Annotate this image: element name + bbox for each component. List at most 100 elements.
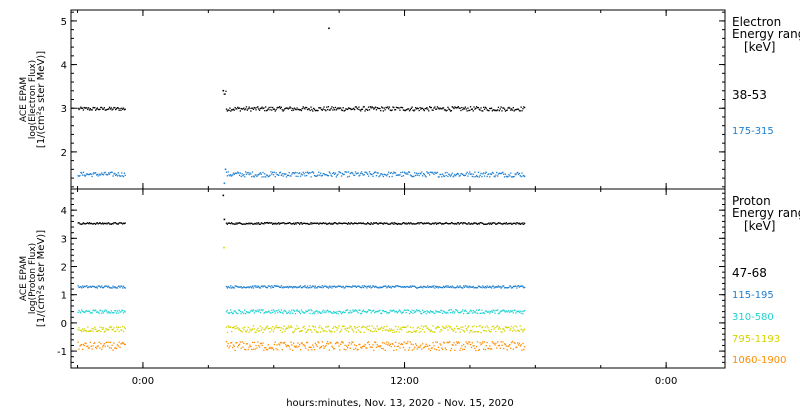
proton-point-1060-1900: [411, 349, 413, 351]
electron-point-175-315: [254, 174, 256, 176]
proton-point-795-1193: [453, 329, 455, 331]
electron-point-38-53: [118, 109, 120, 111]
proton-point-1060-1900: [483, 348, 485, 350]
proton-point-310-580: [225, 311, 228, 313]
electron-point-38-53: [353, 107, 355, 110]
proton-point-47-68: [361, 222, 364, 224]
electron-point-38-53: [116, 107, 119, 109]
proton-point-115-195: [255, 286, 257, 289]
proton-point-310-580: [326, 310, 328, 312]
electron-point-175-315: [347, 176, 349, 178]
proton-point-310-580: [522, 313, 524, 315]
proton-point-1060-1900: [247, 348, 249, 351]
electron-point-38-53: [483, 108, 486, 110]
proton-point-115-195: [359, 286, 361, 288]
proton-point-115-195: [253, 285, 255, 287]
electron-point-38-53: [498, 110, 500, 112]
proton-point-310-580: [306, 310, 309, 313]
proton-point-310-580: [497, 309, 499, 311]
electron-point-38-53: [265, 106, 267, 108]
proton-point-1060-1900: [510, 342, 513, 344]
electron-point-38-53: [100, 106, 102, 109]
electron-point-38-53: [503, 108, 506, 110]
proton-point-310-580: [290, 311, 292, 313]
proton-point-47-68: [333, 222, 335, 224]
proton-point-47-68: [271, 222, 273, 224]
electron-point-38-53: [446, 109, 448, 111]
proton-point-795-1193: [452, 330, 454, 332]
electron-point-175-315: [385, 174, 387, 176]
proton-point-115-195: [516, 287, 518, 289]
proton-point-115-195: [265, 286, 267, 288]
electron-point-38-53: [387, 106, 389, 108]
electron-point-38-53: [373, 108, 375, 110]
proton-point-115-195: [442, 287, 444, 289]
proton-point-1060-1900: [351, 341, 353, 343]
electron-point-175-315: [354, 171, 357, 173]
proton-point-47-68: [344, 222, 346, 224]
proton-point-310-580: [449, 309, 451, 311]
proton-point-47-68: [497, 222, 500, 224]
proton-point-47-68: [491, 222, 493, 224]
proton-point-795-1193: [285, 328, 287, 330]
proton-point-795-1193: [234, 328, 236, 330]
proton-point-795-1193: [366, 328, 368, 330]
proton-point-115-195: [522, 285, 524, 288]
proton-point-115-195: [379, 287, 381, 289]
electron-point-175-315: [367, 175, 370, 177]
proton-point-1060-1900: [102, 344, 105, 347]
electron-point-175-315: [105, 173, 107, 176]
electron-point-38-53: [276, 107, 278, 109]
proton-point-310-580: [463, 310, 466, 312]
proton-point-115-195: [411, 285, 413, 287]
proton-point-1060-1900: [284, 341, 286, 344]
proton-point-1060-1900: [431, 347, 433, 349]
proton-point-795-1193: [278, 327, 280, 329]
proton-point-1060-1900: [81, 344, 83, 346]
electron-point-38-53: [338, 108, 340, 110]
proton-point-310-580: [279, 311, 282, 314]
electron-point-175-315: [122, 175, 124, 177]
proton-point-1060-1900: [365, 347, 367, 349]
proton-point-115-195: [433, 285, 435, 287]
proton-point-795-1193: [115, 330, 117, 332]
electron-point-175-315: [310, 176, 312, 178]
proton-point-795-1193: [439, 331, 441, 333]
proton-point-1060-1900: [285, 344, 287, 346]
electron-point-38-53: [266, 109, 269, 111]
electron-point-38-53: [333, 107, 335, 109]
electron-point-38-53: [364, 110, 366, 112]
proton-point-310-580: [356, 310, 358, 312]
proton-point-310-580: [452, 310, 454, 312]
electron-point-38-53: [499, 108, 501, 110]
proton-point-795-1193: [363, 331, 365, 334]
proton-point-47-68: [380, 222, 382, 224]
proton-point-795-1193: [78, 327, 80, 329]
proton-point-795-1193: [390, 328, 392, 330]
proton-point-310-580: [331, 312, 333, 314]
proton-point-310-580: [469, 309, 472, 311]
proton-point-115-195: [425, 286, 427, 289]
electron-point-175-315: [95, 172, 97, 174]
proton-point-795-1193: [290, 325, 292, 327]
proton-point-47-68: [295, 223, 297, 225]
electron-point-175-315: [112, 175, 114, 177]
proton-point-115-195: [408, 286, 411, 288]
proton-point-1060-1900: [393, 349, 395, 352]
electron-point-38-53: [406, 108, 408, 111]
proton-point-1060-1900: [381, 342, 384, 344]
electron-point-175-315: [492, 172, 494, 174]
proton-point-115-195: [122, 287, 124, 289]
electron-point-175-315: [408, 171, 410, 173]
proton-point-115-195: [455, 287, 457, 289]
proton-point-795-1193: [406, 331, 408, 333]
electron-point-175-315: [483, 172, 485, 174]
proton-point-795-1193: [488, 329, 490, 331]
proton-point-47-68: [363, 223, 365, 225]
proton-point-47-68: [316, 222, 318, 224]
electron-point-38-53: [233, 109, 235, 111]
proton-point-310-580: [487, 311, 489, 313]
proton-point-310-580: [301, 311, 303, 313]
proton-point-47-68: [463, 222, 465, 224]
proton-point-115-195: [426, 286, 428, 288]
